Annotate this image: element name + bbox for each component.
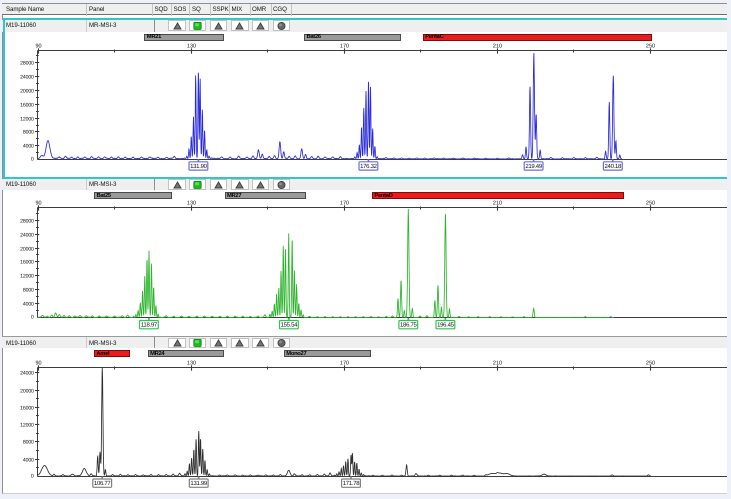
- svg-text:240.18: 240.18: [605, 163, 623, 170]
- svg-text:8000: 8000: [23, 130, 34, 136]
- svg-text:8000: 8000: [23, 288, 34, 294]
- svg-text:176.32: 176.32: [360, 163, 378, 170]
- svg-text:130: 130: [187, 360, 196, 366]
- svg-text:250: 250: [646, 43, 655, 49]
- svg-text:196.45: 196.45: [437, 322, 455, 329]
- svg-text:130: 130: [187, 43, 196, 49]
- svg-text:28000: 28000: [20, 219, 34, 225]
- svg-text:20000: 20000: [20, 389, 34, 395]
- svg-text:186.75: 186.75: [400, 322, 418, 329]
- svg-text:210: 210: [493, 200, 502, 206]
- svg-text:250: 250: [646, 200, 655, 206]
- svg-text:24000: 24000: [20, 75, 34, 81]
- svg-text:12000: 12000: [20, 274, 34, 280]
- svg-text:16000: 16000: [20, 103, 34, 109]
- svg-text:131.90: 131.90: [190, 163, 208, 170]
- svg-text:170: 170: [340, 43, 349, 49]
- svg-text:16000: 16000: [20, 260, 34, 266]
- svg-text:170: 170: [340, 360, 349, 366]
- svg-text:24000: 24000: [20, 233, 34, 239]
- svg-text:170: 170: [340, 200, 349, 206]
- svg-text:171.78: 171.78: [343, 480, 361, 487]
- svg-text:4000: 4000: [23, 458, 34, 464]
- svg-text:118.97: 118.97: [141, 322, 158, 329]
- svg-text:106.77: 106.77: [94, 480, 112, 487]
- svg-text:20000: 20000: [20, 89, 34, 95]
- svg-text:130: 130: [187, 200, 196, 206]
- svg-text:28000: 28000: [20, 61, 34, 67]
- svg-text:90: 90: [35, 43, 41, 49]
- svg-text:219.49: 219.49: [525, 163, 543, 170]
- svg-text:8000: 8000: [23, 440, 34, 446]
- svg-text:0: 0: [31, 315, 34, 321]
- svg-text:24000: 24000: [20, 371, 34, 377]
- svg-text:90: 90: [35, 200, 41, 206]
- svg-text:0: 0: [31, 157, 34, 163]
- svg-text:0: 0: [31, 474, 34, 480]
- svg-text:210: 210: [493, 360, 502, 366]
- svg-text:90: 90: [35, 360, 41, 366]
- svg-text:12000: 12000: [20, 117, 34, 123]
- svg-text:131.99: 131.99: [190, 480, 208, 487]
- svg-text:4000: 4000: [23, 302, 34, 308]
- svg-text:16000: 16000: [20, 406, 34, 412]
- svg-text:4000: 4000: [23, 144, 34, 150]
- svg-text:155.54: 155.54: [281, 322, 299, 329]
- svg-text:210: 210: [493, 43, 502, 49]
- svg-text:20000: 20000: [20, 247, 34, 253]
- svg-text:12000: 12000: [20, 423, 34, 429]
- svg-text:250: 250: [646, 360, 655, 366]
